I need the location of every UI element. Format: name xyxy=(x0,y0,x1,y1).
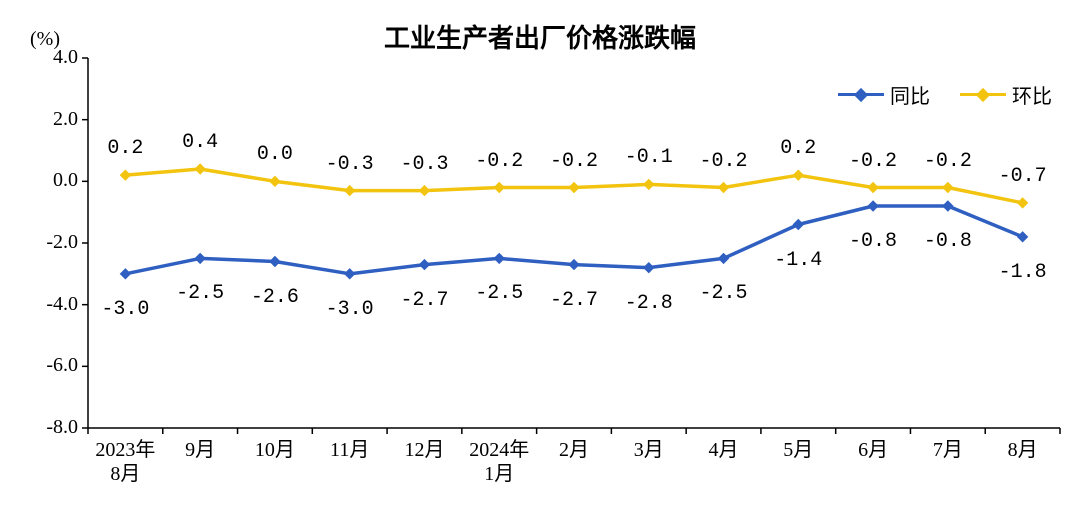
ppi-chart: 工业生产者出厂价格涨跌幅 (%) 同比环比 4.02.00.0-2.0-4.0-… xyxy=(0,0,1080,511)
data-label: 0.2 xyxy=(107,137,143,160)
data-label: -0.7 xyxy=(999,165,1047,188)
x-tick-label: 3月 xyxy=(634,438,664,462)
data-label: -0.2 xyxy=(475,150,523,173)
x-tick-label: 12月 xyxy=(404,438,444,462)
data-label: -0.2 xyxy=(700,150,748,173)
data-label: -0.8 xyxy=(924,230,972,253)
legend-marker-icon xyxy=(854,87,868,101)
legend: 同比 环比 xyxy=(838,80,1052,109)
y-tick-label: -2.0 xyxy=(18,231,78,254)
x-tick-label: 7月 xyxy=(933,438,963,462)
data-label: -2.7 xyxy=(550,289,598,312)
data-label: -2.7 xyxy=(400,289,448,312)
data-label: -0.2 xyxy=(849,150,897,173)
data-label: -3.0 xyxy=(101,298,149,321)
data-label: -0.3 xyxy=(326,153,374,176)
legend-item: 环比 xyxy=(960,80,1052,109)
legend-swatch-line xyxy=(960,93,1006,96)
data-label: -2.5 xyxy=(176,282,224,305)
legend-marker-icon xyxy=(976,87,990,101)
data-label: -3.0 xyxy=(326,298,374,321)
y-tick-label: -4.0 xyxy=(18,293,78,316)
legend-label: 同比 xyxy=(890,80,930,109)
data-label: -1.4 xyxy=(774,249,822,272)
data-label: -0.2 xyxy=(924,150,972,173)
x-tick-label: 11月 xyxy=(330,438,369,462)
x-tick-label: 5月 xyxy=(783,438,813,462)
data-label: -0.1 xyxy=(625,146,673,169)
x-tick-label: 2024年 1月 xyxy=(469,438,529,486)
y-tick-label: -8.0 xyxy=(18,416,78,439)
data-label: -2.6 xyxy=(251,286,299,309)
x-tick-label: 4月 xyxy=(709,438,739,462)
y-tick-label: 0.0 xyxy=(18,169,78,192)
x-tick-label: 2023年 8月 xyxy=(95,438,155,486)
data-label: -2.8 xyxy=(625,292,673,315)
legend-label: 环比 xyxy=(1012,80,1052,109)
data-label: -0.3 xyxy=(400,153,448,176)
data-label: -2.5 xyxy=(475,282,523,305)
x-tick-label: 8月 xyxy=(1008,438,1038,462)
legend-item: 同比 xyxy=(838,80,930,109)
chart-svg xyxy=(0,0,1080,511)
data-label: -1.8 xyxy=(999,261,1047,284)
y-tick-label: 4.0 xyxy=(18,46,78,69)
data-label: 0.0 xyxy=(257,143,293,166)
data-label: 0.4 xyxy=(182,131,218,154)
y-tick-label: -6.0 xyxy=(18,354,78,377)
x-tick-label: 2月 xyxy=(559,438,589,462)
x-tick-label: 6月 xyxy=(858,438,888,462)
data-label: 0.2 xyxy=(780,137,816,160)
legend-swatch-line xyxy=(838,93,884,96)
data-label: -2.5 xyxy=(700,282,748,305)
data-label: -0.2 xyxy=(550,150,598,173)
y-tick-label: 2.0 xyxy=(18,108,78,131)
x-tick-label: 9月 xyxy=(185,438,215,462)
x-tick-label: 10月 xyxy=(255,438,295,462)
data-label: -0.8 xyxy=(849,230,897,253)
